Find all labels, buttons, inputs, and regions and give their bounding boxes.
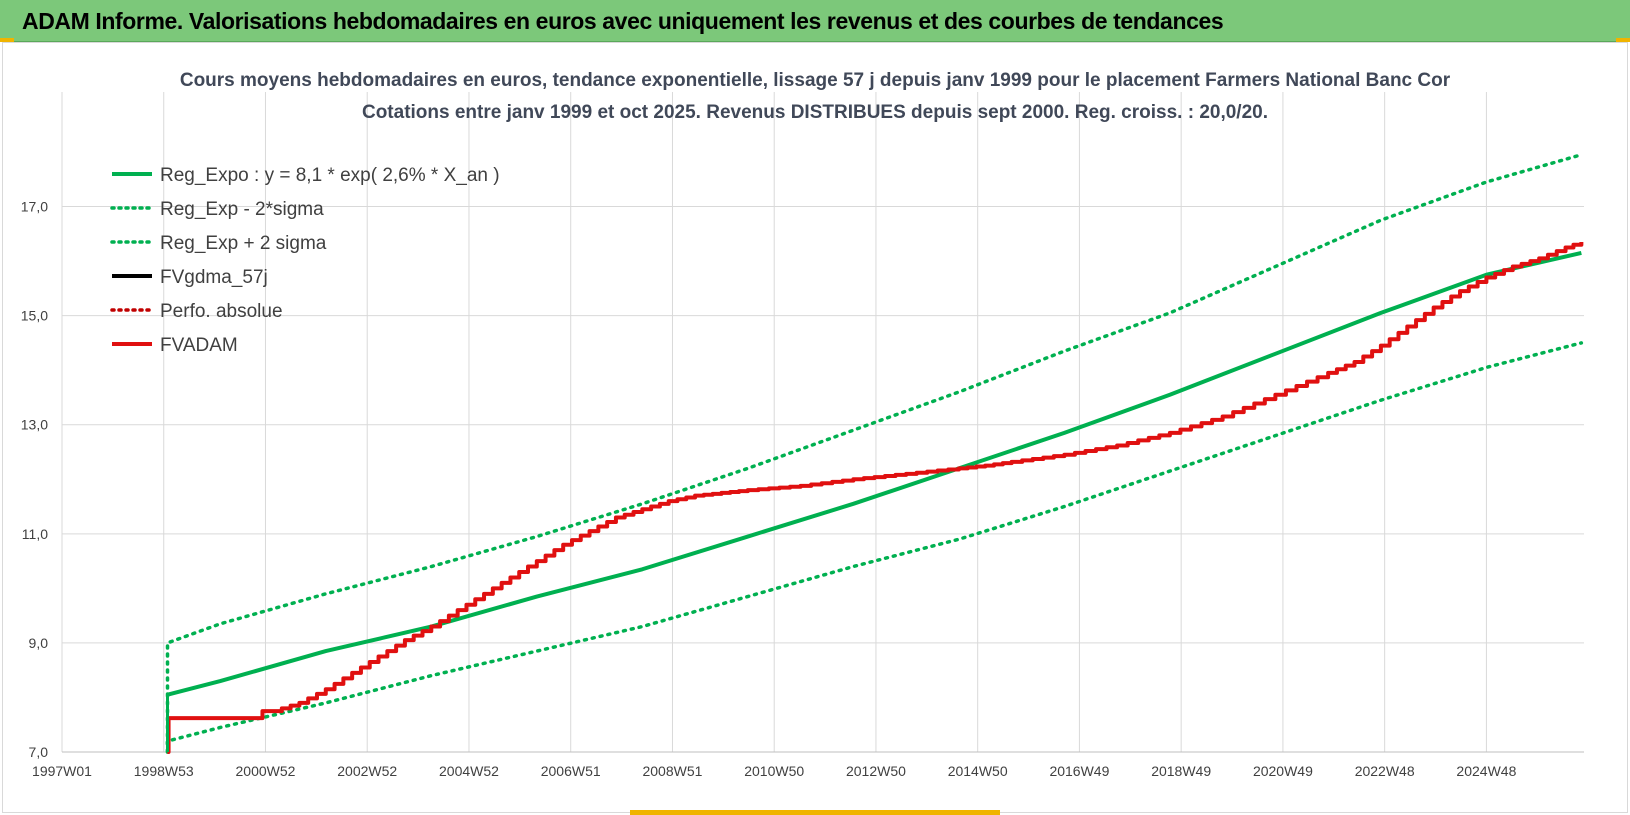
x-tick-label: 2010W50 [744, 763, 804, 779]
y-tick-label: 11,0 [22, 526, 48, 542]
legend-label-4: Perfo. absolue [160, 301, 283, 322]
x-tick-label: 2024W48 [1456, 763, 1516, 779]
report-header: ADAM Informe. Valorisations hebdomadaire… [0, 0, 1630, 42]
legend-label-3: FVgdma_57j [160, 267, 268, 288]
x-tick-label: 2004W52 [439, 763, 499, 779]
x-tick-label: 2022W48 [1355, 763, 1415, 779]
series-line-2 [165, 152, 1584, 754]
y-tick-label: 7,0 [29, 744, 49, 760]
x-tick-label: 2020W49 [1253, 763, 1313, 779]
legend-label-1: Reg_Exp - 2*sigma [160, 199, 324, 220]
x-tick-label: 2018W49 [1151, 763, 1211, 779]
chart-title: Cours moyens hebdomadaires en euros, ten… [180, 70, 1451, 91]
x-tick-label: 1998W53 [134, 763, 194, 779]
grid-lines [61, 92, 1584, 753]
series-line-1 [165, 341, 1584, 754]
corner-mark-top-right [1616, 38, 1630, 42]
bottom-accent-strip [630, 810, 1000, 815]
y-tick-label: 17,0 [21, 199, 48, 215]
series-line-0 [167, 250, 1582, 697]
chart-subtitle: Cotations entre janv 1999 et oct 2025. R… [362, 102, 1268, 123]
corner-mark-top-left [0, 38, 14, 42]
y-tick-label: 9,0 [29, 635, 49, 651]
y-tick-label: 13,0 [21, 417, 48, 433]
y-tick-label: 15,0 [21, 308, 48, 324]
legend-label-0: Reg_Expo : y = 8,1 * exp( 2,6% * X_an ) [160, 165, 500, 186]
series-lines [165, 152, 1584, 754]
series-line-5 [166, 242, 1584, 754]
x-tick-label: 2014W50 [948, 763, 1008, 779]
x-axis-ticks: 1997W01 1998W53 2000W52 2002W52 2004W52 2006W… [32, 763, 1517, 779]
legend-label-5: FVADAM [160, 335, 238, 356]
x-tick-label: 2016W49 [1049, 763, 1109, 779]
x-tick-label: 1997W01 [32, 763, 92, 779]
x-tick-label: 2000W52 [236, 763, 296, 779]
y-axis-ticks: 7,0 9,0 11,0 13,0 15,0 17,0 [21, 199, 48, 760]
x-tick-label: 2012W50 [846, 763, 906, 779]
report-title: ADAM Informe. Valorisations hebdomadaire… [22, 8, 1224, 34]
x-tick-label: 2002W52 [337, 763, 397, 779]
x-tick-label: 2008W51 [642, 763, 702, 779]
x-tick-label: 2006W51 [541, 763, 601, 779]
legend: Reg_Expo : y = 8,1 * exp( 2,6% * X_an ) R… [110, 165, 500, 356]
legend-label-2: Reg_Exp + 2 sigma [160, 233, 327, 254]
